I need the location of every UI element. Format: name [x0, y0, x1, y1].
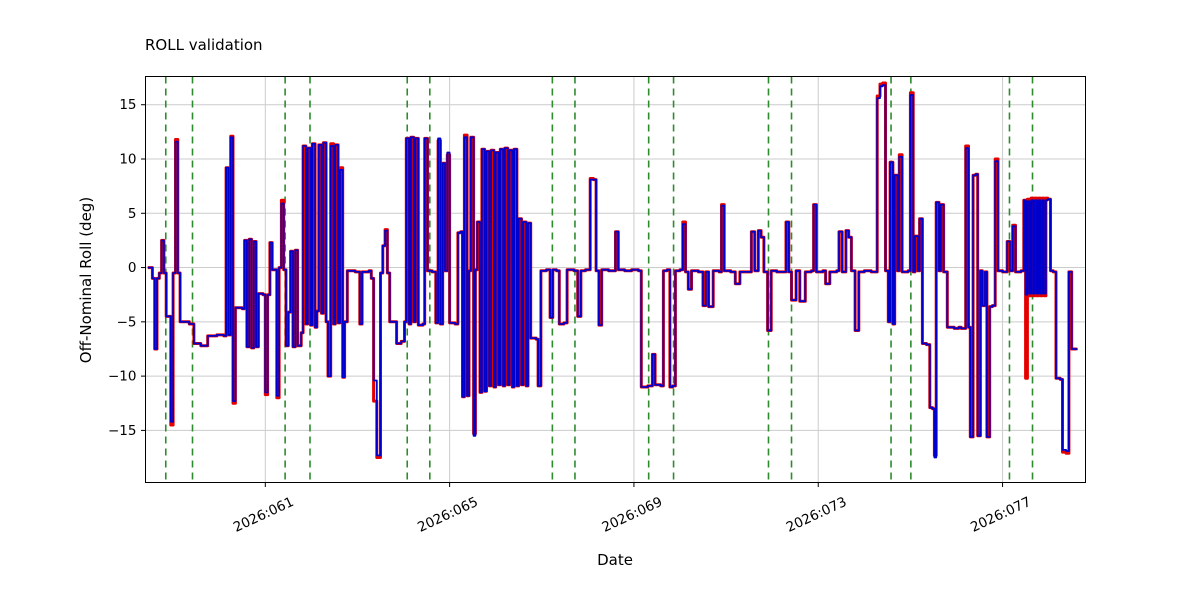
y-tick-label: 15: [119, 97, 136, 113]
chart-title: ROLL validation: [145, 36, 263, 54]
x-tick-label: 2026:061: [231, 494, 296, 536]
x-axis-label: Date: [597, 551, 633, 569]
y-tick-label: −15: [108, 423, 137, 439]
x-tick-label: 2026:073: [784, 494, 849, 536]
y-tick-label: 0: [128, 260, 137, 276]
y-tick-label: −10: [108, 369, 137, 385]
y-tick-label: −5: [117, 314, 137, 330]
x-tick-label: 2026:077: [968, 494, 1033, 536]
y-tick-label: 5: [128, 206, 137, 222]
y-axis-label: Off-Nominal Roll (deg): [77, 196, 95, 364]
y-tick-label: 10: [119, 152, 136, 168]
x-tick-label: 2026:065: [415, 494, 480, 536]
series-blue: [147, 84, 1078, 459]
axes-frame: [145, 76, 1086, 483]
x-tick-label: 2026:069: [600, 494, 665, 536]
